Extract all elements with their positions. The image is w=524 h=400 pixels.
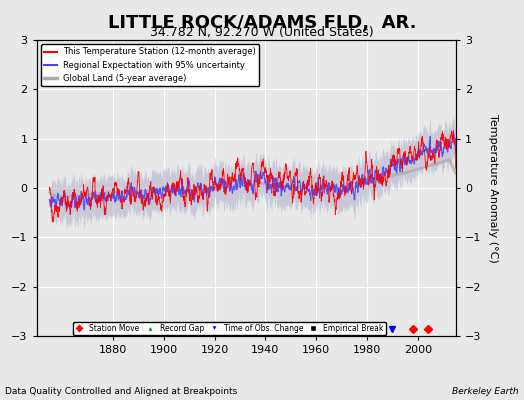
Text: Berkeley Earth: Berkeley Earth <box>452 387 519 396</box>
Text: Data Quality Controlled and Aligned at Breakpoints: Data Quality Controlled and Aligned at B… <box>5 387 237 396</box>
Legend: Station Move, Record Gap, Time of Obs. Change, Empirical Break: Station Move, Record Gap, Time of Obs. C… <box>73 322 386 335</box>
Text: 34.782 N, 92.270 W (United States): 34.782 N, 92.270 W (United States) <box>150 26 374 39</box>
Y-axis label: Temperature Anomaly (°C): Temperature Anomaly (°C) <box>488 114 498 262</box>
Text: LITTLE ROCK/ADAMS FLD,  AR.: LITTLE ROCK/ADAMS FLD, AR. <box>108 14 416 32</box>
